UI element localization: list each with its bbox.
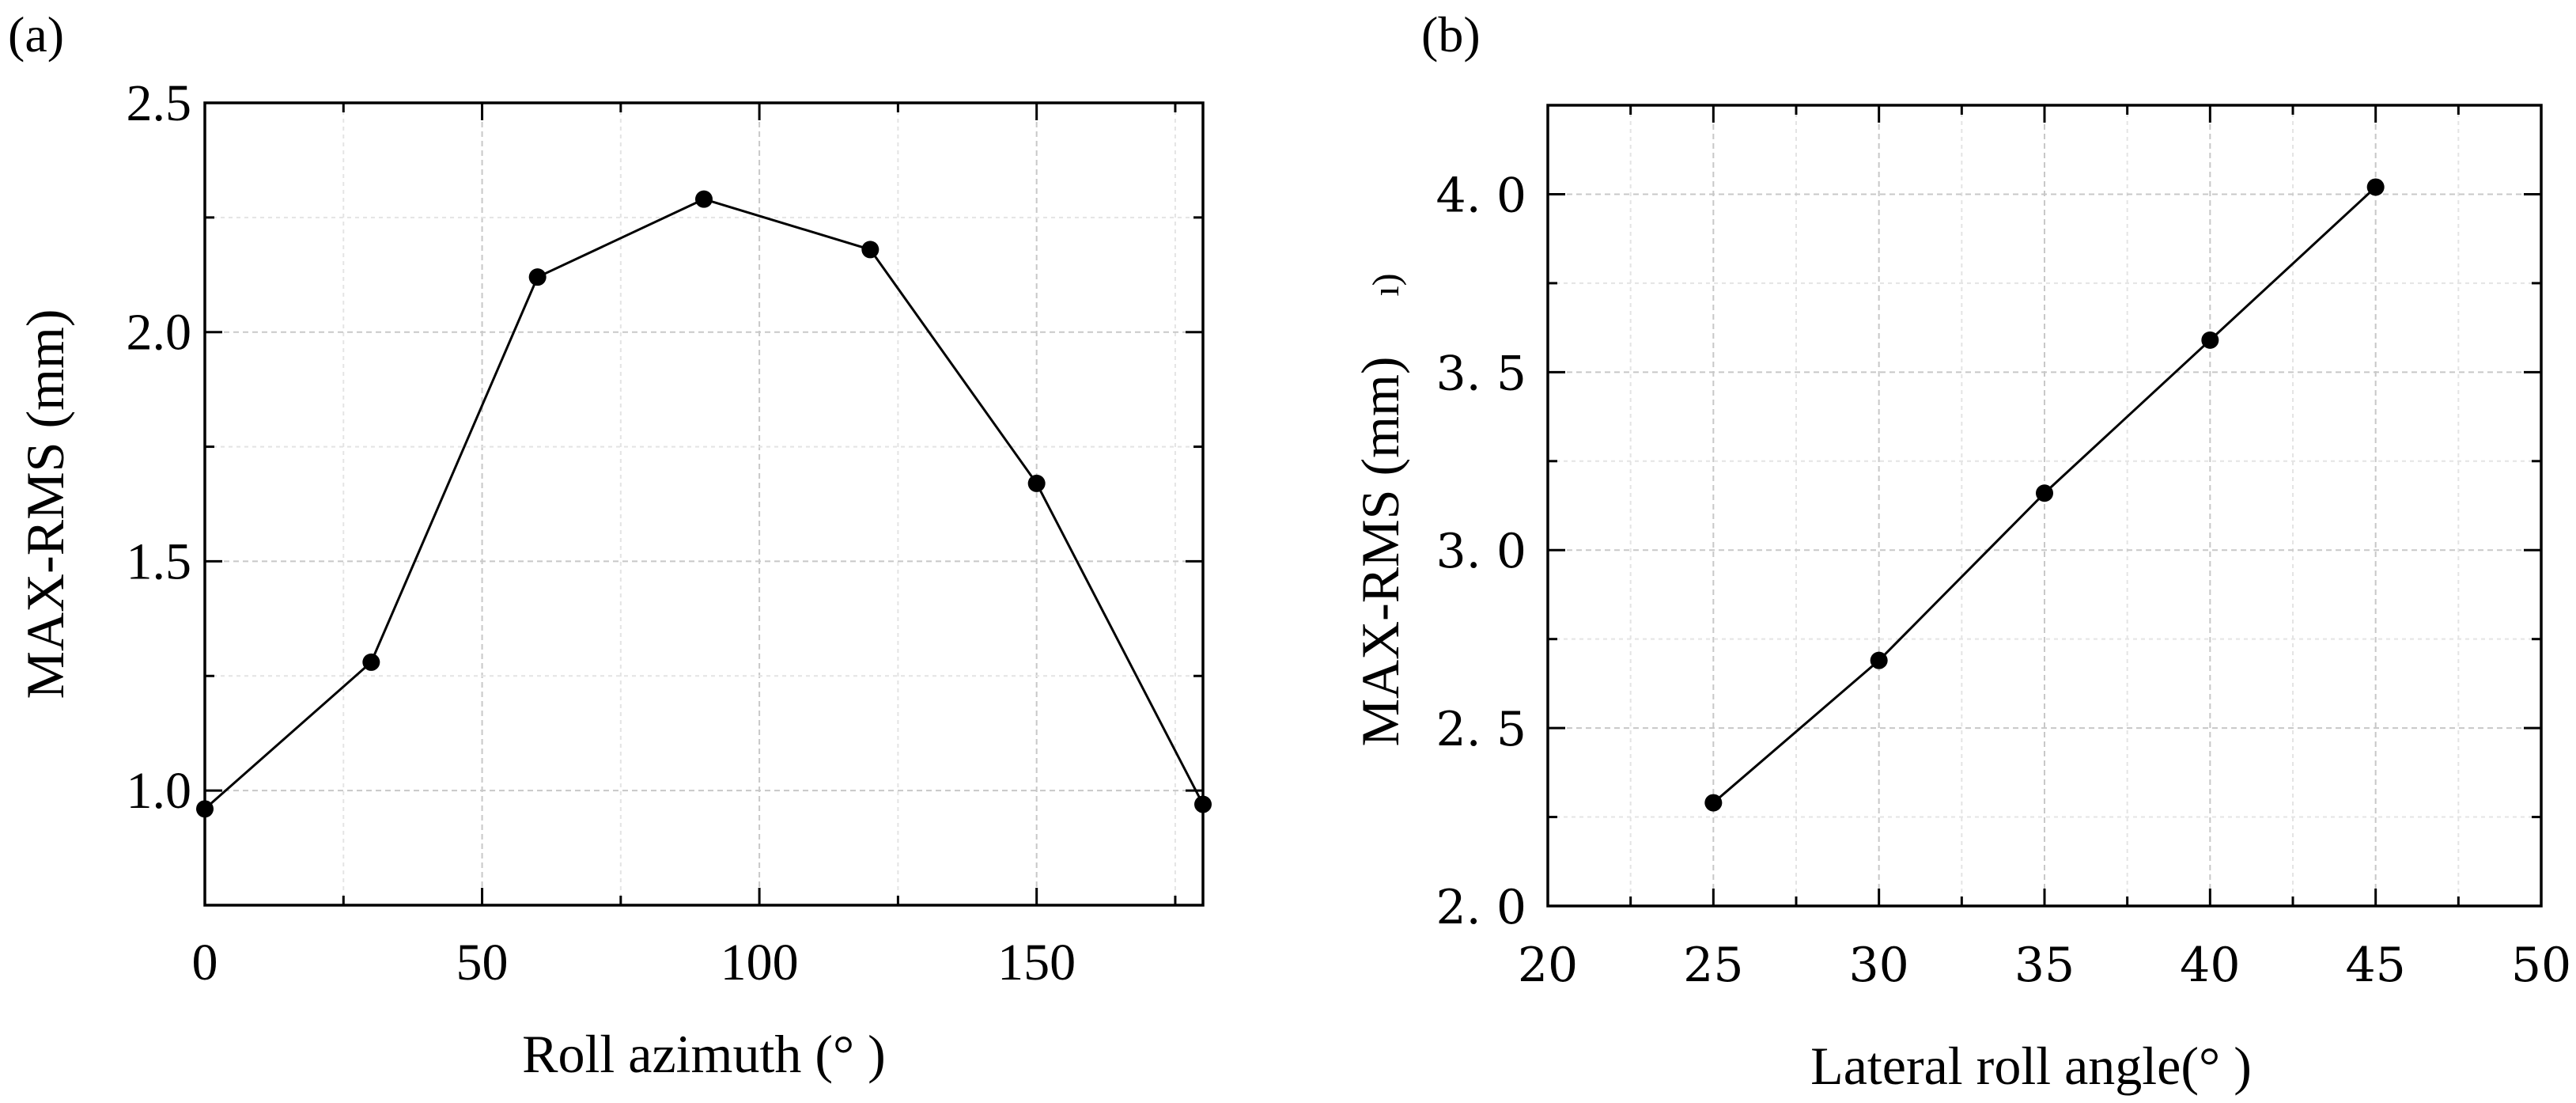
y-tick-label: 2. 5 [1436, 702, 1527, 757]
data-point [695, 190, 713, 208]
ticks-b [1546, 104, 2543, 908]
x-tick-label: 30 [1848, 938, 1908, 993]
y-tick-label: 3. 5 [1436, 346, 1527, 401]
x-tick-label: 45 [2345, 938, 2405, 993]
data-point [196, 800, 214, 818]
ticks-a [203, 101, 1203, 907]
y-tick-label: 4. 0 [1436, 168, 1527, 223]
data-point [1870, 651, 1888, 669]
y-tick-label: 1.5 [127, 533, 192, 590]
x-tick-label: 0 [192, 934, 218, 991]
data-point [2036, 484, 2053, 502]
y-axis-title-b-artifact: ı) [1365, 273, 1407, 296]
panel-label-b: (b) [1421, 6, 1481, 63]
y-tick-label: 1.0 [127, 762, 192, 820]
series-b [1704, 178, 2385, 812]
plot-frame-a [203, 101, 1205, 907]
grid-b [1548, 105, 2541, 906]
x-tick-label: 100 [721, 934, 799, 991]
x-axis-title-b: Lateral roll angle(° ) [1810, 1036, 2252, 1096]
x-tick-label: 20 [1518, 938, 1578, 993]
panel-label-a: (a) [8, 6, 64, 63]
data-point [1194, 795, 1212, 813]
chart-panel-a: (a) 0 50 100 150 1.0 1.5 2.0 2.5 Roll azimuth (… [8, 6, 1212, 1084]
y-axis-title-a: MAX-RMS (mm) [15, 309, 75, 699]
series-line [204, 198, 1205, 810]
x-tick-label: 35 [2014, 938, 2075, 993]
x-tick-label: 25 [1683, 938, 1743, 993]
data-point [2366, 178, 2385, 196]
y-axis-title-b: MAX-RMS (mm) [1350, 356, 1410, 746]
y-tick-label: 3. 0 [1436, 524, 1527, 579]
y-tick-label: 2.5 [127, 74, 192, 132]
x-tick-label: 150 [997, 934, 1076, 991]
x-tick-label: 50 [2511, 938, 2571, 993]
x-axis-title-a: Roll azimuth (° ) [522, 1024, 886, 1084]
tick-labels-b: 20 25 30 35 40 45 50 2. 0 2. 5 3. 0 3. 5 4. 0 [1436, 168, 2572, 993]
data-point [2201, 331, 2219, 349]
series-a [196, 190, 1212, 818]
data-point [362, 653, 380, 671]
grid-a [205, 103, 1203, 905]
y-tick-label: 2. 0 [1436, 880, 1527, 935]
chart-panel-b: (b) 20 25 30 35 40 45 50 2. 0 2. 5 3. 0 3. 5 4. 0 L… [1350, 6, 2571, 1096]
data-point [861, 241, 879, 259]
x-tick-label: 40 [2180, 938, 2240, 993]
data-point [1704, 794, 1723, 812]
tick-labels-a: 0 50 100 150 1.0 1.5 2.0 2.5 [127, 74, 1076, 991]
data-point [528, 268, 547, 286]
y-tick-label: 2.0 [127, 304, 192, 362]
x-tick-label: 50 [456, 934, 509, 991]
data-point [1027, 474, 1046, 492]
